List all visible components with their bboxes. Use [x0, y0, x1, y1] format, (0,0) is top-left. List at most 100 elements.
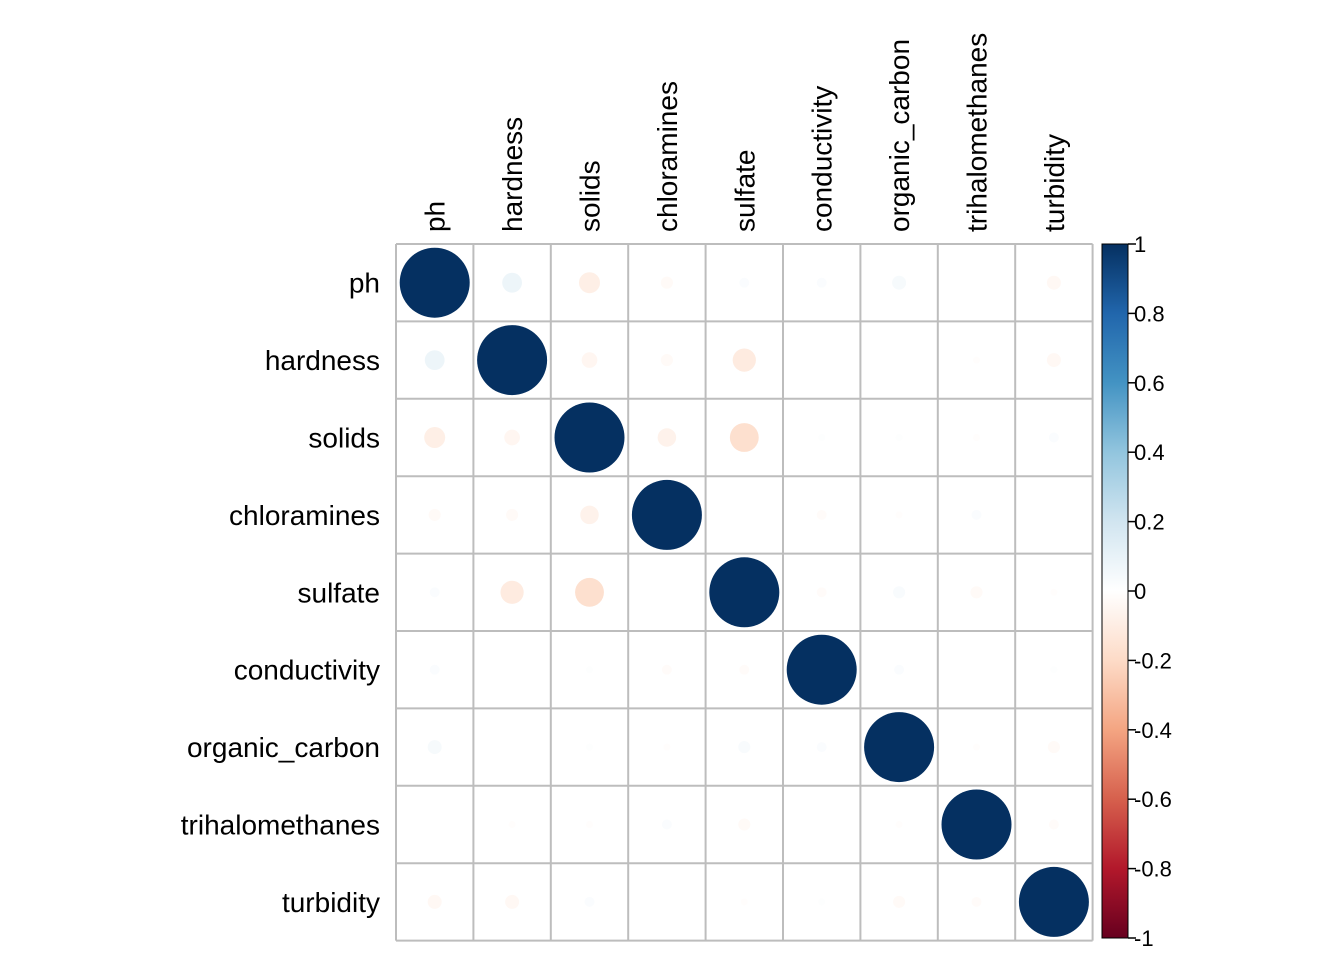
- corr-circle-trihalomethanes-trihalomethanes: [941, 789, 1012, 860]
- row-label-hardness: hardness: [265, 345, 380, 376]
- corr-circle-trihalomethanes-organic_carbon: [895, 821, 903, 828]
- corr-circle-conductivity-solids: [586, 666, 593, 674]
- corr-circle-chloramines-solids: [580, 505, 599, 525]
- corr-circle-sulfate-hardness: [500, 580, 524, 604]
- corr-circle-organic_carbon-trihalomethanes: [973, 743, 980, 751]
- row-label-conductivity: conductivity: [234, 655, 380, 686]
- corr-circle-hardness-ph: [424, 350, 445, 370]
- corr-circle-solids-ph: [424, 427, 446, 448]
- corr-circle-hardness-sulfate: [732, 348, 756, 372]
- corr-circle-sulfate-solids: [575, 577, 604, 607]
- matrix-grid: [395, 243, 1094, 942]
- corr-circle-turbidity-trihalomethanes: [971, 896, 982, 907]
- corr-circle-sulfate-sulfate: [709, 557, 780, 628]
- corr-circle-sulfate-ph: [429, 587, 440, 598]
- corr-circle-conductivity-turbidity: [1050, 666, 1058, 674]
- corr-circle-turbidity-turbidity: [1018, 866, 1089, 937]
- corr-circle-chloramines-chloramines: [631, 479, 702, 550]
- colorbar-tick-label: -0.8: [1134, 857, 1172, 882]
- corr-circle-conductivity-ph: [429, 664, 440, 675]
- corr-circle-organic_carbon-solids: [586, 743, 593, 751]
- corr-circle-sulfate-turbidity: [1050, 588, 1058, 596]
- colorbar-tick-label: 0: [1134, 579, 1146, 604]
- corr-circle-conductivity-organic_carbon: [894, 664, 905, 675]
- corr-circle-hardness-turbidity: [1046, 353, 1061, 368]
- row-label-turbidity: turbidity: [282, 887, 380, 918]
- col-label-conductivity: conductivity: [807, 86, 838, 232]
- row-label-sulfate: sulfate: [298, 577, 381, 608]
- corr-circle-solids-organic_carbon: [895, 434, 903, 441]
- corr-circle-solids-turbidity: [1048, 432, 1059, 443]
- colorbar-tick-label: -0.4: [1134, 718, 1172, 743]
- row-labels: ph hardness solids chloramines sulfate conduc…: [181, 268, 380, 918]
- corr-circle-turbidity-hardness: [505, 894, 520, 909]
- corr-circle-hardness-solids: [581, 352, 598, 368]
- corr-circle-organic_carbon-organic_carbon: [864, 712, 935, 783]
- corr-circle-turbidity-organic_carbon: [893, 895, 906, 908]
- corr-circle-conductivity-sulfate: [739, 664, 750, 675]
- col-label-chloramines: chloramines: [652, 81, 683, 232]
- corr-circle-conductivity-conductivity: [786, 634, 857, 705]
- corr-circle-hardness-chloramines: [660, 354, 673, 367]
- row-label-organic_carbon: organic_carbon: [187, 732, 380, 763]
- corr-circle-trihalomethanes-turbidity: [1048, 819, 1059, 830]
- row-label-chloramines: chloramines: [229, 500, 380, 531]
- color-legend: 1 0.8 0.6 0.4 0.2 0 -0.2 -0.4 -0.6 -0.8 -1: [1101, 232, 1172, 951]
- col-label-trihalomethanes: trihalomethanes: [962, 33, 993, 232]
- corr-circle-organic_carbon-conductivity: [816, 742, 827, 753]
- corr-circle-ph-ph: [399, 247, 470, 318]
- corr-circle-chloramines-ph: [428, 508, 441, 521]
- corr-circle-ph-organic_carbon: [892, 275, 907, 290]
- corr-circle-organic_carbon-ph: [427, 740, 442, 755]
- corr-circle-sulfate-conductivity: [816, 587, 827, 598]
- row-label-ph: ph: [349, 268, 380, 299]
- corr-circle-organic_carbon-sulfate: [738, 741, 751, 754]
- colorbar-gradient: [1101, 243, 1129, 939]
- col-label-ph: ph: [420, 201, 451, 232]
- corr-circle-conductivity-chloramines: [661, 664, 672, 675]
- colorbar-tick-label: 0.4: [1134, 440, 1165, 465]
- colorbar-tick-label: -0.2: [1134, 648, 1172, 673]
- col-label-organic_carbon: organic_carbon: [884, 39, 915, 232]
- corr-circle-solids-hardness: [504, 429, 520, 446]
- colorbar-tick-label: 0.2: [1134, 510, 1165, 535]
- colorbar-tick-label: -1: [1134, 926, 1154, 951]
- corr-circle-organic_carbon-turbidity: [1047, 741, 1060, 754]
- corr-circle-turbidity-sulfate: [740, 898, 748, 906]
- colorbar-tick-label: 1: [1134, 232, 1146, 257]
- corr-circle-turbidity-conductivity: [818, 898, 826, 906]
- corr-circle-organic_carbon-chloramines: [663, 743, 671, 751]
- corr-circle-trihalomethanes-chloramines: [661, 819, 672, 830]
- corr-circle-chloramines-hardness: [506, 508, 519, 521]
- corr-circle-sulfate-organic_carbon: [893, 586, 906, 599]
- row-label-trihalomethanes: trihalomethanes: [181, 810, 380, 841]
- column-labels: ph hardness solids chloramines sulfate conduc…: [420, 33, 1070, 232]
- corr-circle-hardness-trihalomethanes: [973, 356, 980, 364]
- corr-circle-chloramines-trihalomethanes: [971, 509, 982, 520]
- corr-circle-chloramines-organic_carbon: [895, 511, 903, 519]
- corr-circle-trihalomethanes-sulfate: [738, 818, 751, 831]
- corr-circle-solids-chloramines: [657, 428, 677, 447]
- corr-circle-hardness-hardness: [477, 325, 548, 396]
- colorbar-tick-label: 0.6: [1134, 371, 1165, 396]
- col-label-solids: solids: [575, 160, 606, 232]
- corr-circle-ph-conductivity: [816, 277, 827, 288]
- corr-circle-turbidity-ph: [427, 894, 442, 909]
- corr-circle-sulfate-trihalomethanes: [970, 586, 983, 599]
- corr-circle-ph-sulfate: [739, 277, 750, 288]
- correlation-circles: [399, 247, 1089, 937]
- corr-circle-ph-hardness: [502, 272, 522, 293]
- corr-circle-trihalomethanes-solids: [586, 821, 593, 828]
- corr-circle-solids-trihalomethanes: [973, 434, 980, 441]
- corr-circle-trihalomethanes-hardness: [508, 821, 516, 828]
- col-label-hardness: hardness: [497, 117, 528, 232]
- corr-circle-ph-chloramines: [660, 276, 673, 289]
- corr-circle-ph-solids: [579, 272, 600, 294]
- corr-circle-solids-solids: [554, 402, 625, 473]
- colorbar-tick-label: 0.8: [1134, 301, 1165, 326]
- corr-circle-ph-turbidity: [1046, 275, 1061, 290]
- col-label-turbidity: turbidity: [1039, 134, 1070, 232]
- corr-circle-solids-conductivity: [818, 434, 826, 441]
- corr-circle-turbidity-solids: [584, 896, 595, 907]
